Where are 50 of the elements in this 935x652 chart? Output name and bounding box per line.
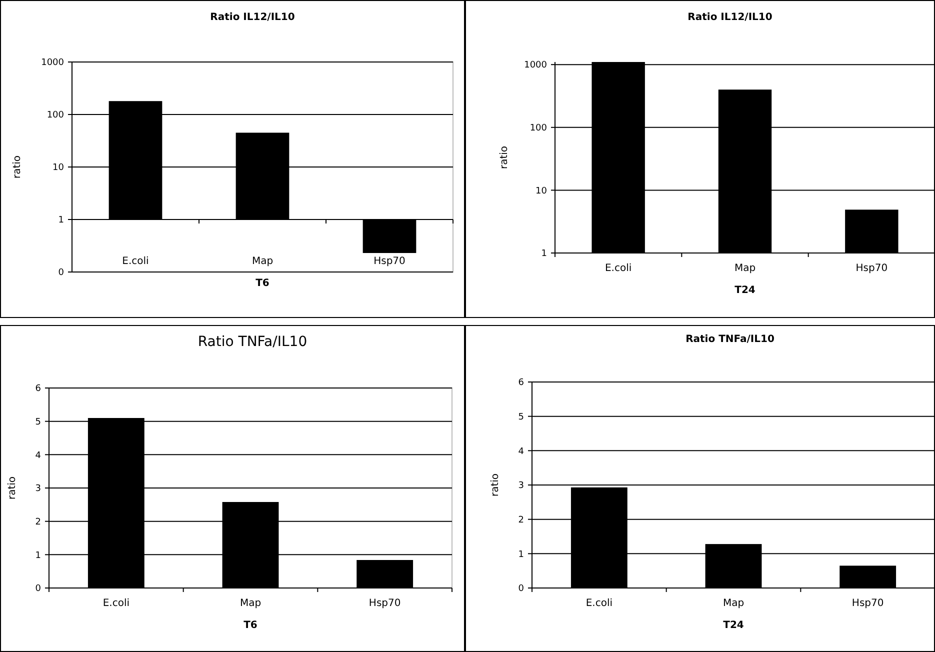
y-tick-label: 0 xyxy=(35,584,42,594)
y-tick-label: 6 xyxy=(518,378,524,388)
y-tick-label: 100 xyxy=(46,110,64,121)
y-tick-label: 1 xyxy=(35,550,41,561)
x-tick-label: Map xyxy=(722,598,744,609)
bar xyxy=(362,220,416,254)
y-tick-label: 0 xyxy=(58,268,64,278)
y-tick-label: 1 xyxy=(518,550,524,560)
y-tick-label: 2 xyxy=(35,517,41,528)
y-tick-label: 10 xyxy=(52,163,64,174)
y-axis-title: ratio xyxy=(490,473,501,497)
x-tick-label: Hsp70 xyxy=(374,256,406,267)
x-tick-label: Hsp70 xyxy=(856,263,888,274)
chart-title: Ratio TNFa/IL10 xyxy=(198,334,308,350)
x-axis-title: T24 xyxy=(723,620,744,631)
y-tick-label: 1000 xyxy=(524,60,548,71)
x-tick-label: E.coli xyxy=(122,256,149,267)
y-tick-label: 3 xyxy=(518,481,524,492)
x-tick-label: E.coli xyxy=(604,263,632,274)
chart-title: Ratio TNFa/IL10 xyxy=(686,334,774,345)
x-axis-title: T24 xyxy=(734,285,756,296)
x-tick-label: Hsp70 xyxy=(852,598,884,609)
x-tick-label: E.coli xyxy=(586,598,613,609)
y-tick-label: 1 xyxy=(58,216,64,226)
y-tick-label: 3 xyxy=(35,484,41,494)
x-axis-title: T6 xyxy=(244,620,258,631)
x-tick-label: Map xyxy=(240,598,262,609)
y-tick-label: 0 xyxy=(518,584,524,594)
chart-title: Ratio IL12/IL10 xyxy=(688,12,772,23)
y-axis-title: ratio xyxy=(7,476,18,500)
y-tick-label: 4 xyxy=(518,446,524,457)
x-tick-label: Map xyxy=(252,256,274,267)
y-tick-label: 6 xyxy=(35,384,42,394)
y-tick-label: 4 xyxy=(35,450,42,461)
x-tick-label: Hsp70 xyxy=(368,598,401,609)
y-tick-label: 5 xyxy=(518,412,524,422)
x-tick-label: Map xyxy=(734,263,756,274)
y-tick-label: 100 xyxy=(530,124,548,134)
y-tick-label: 5 xyxy=(35,417,41,428)
bar xyxy=(840,566,896,588)
y-tick-label: 10 xyxy=(536,186,548,196)
y-axis-title: ratio xyxy=(499,146,510,170)
y-tick-label: 1 xyxy=(541,249,547,260)
y-tick-label: 2 xyxy=(518,515,524,526)
x-tick-label: E.coli xyxy=(102,598,130,609)
y-tick-label: 1000 xyxy=(41,58,64,68)
chart-title: Ratio IL12/IL10 xyxy=(210,12,295,23)
y-axis-title: ratio xyxy=(12,155,23,179)
bar xyxy=(356,560,414,588)
x-axis-title: T6 xyxy=(256,278,270,289)
